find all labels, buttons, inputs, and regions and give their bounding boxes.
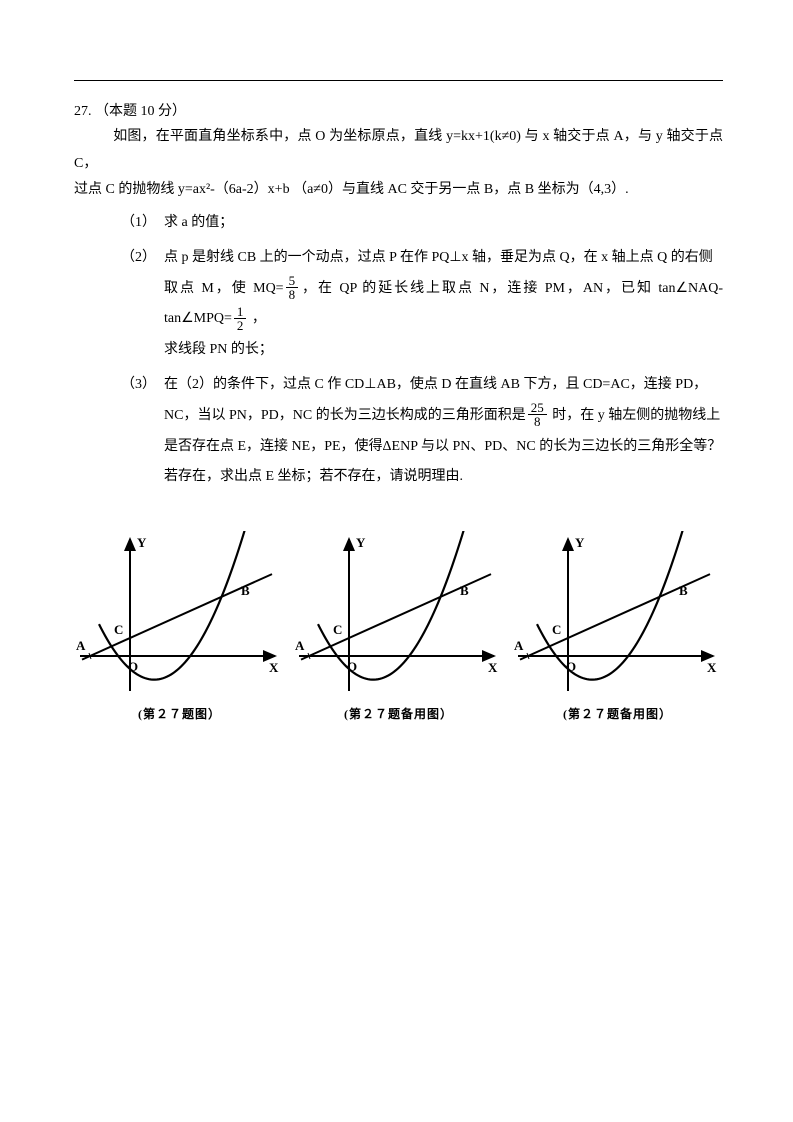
part3-line2b: 时，在 y 轴左侧的抛物线上 bbox=[549, 408, 721, 423]
svg-text:C: C bbox=[552, 622, 561, 637]
svg-text:A: A bbox=[514, 638, 524, 653]
part-3-content: 在（2）的条件下，过点 C 作 CD⊥AB，使点 D 在直线 AB 下方，且 C… bbox=[164, 370, 723, 493]
figure-1: A C O B Y X (第２７题图） bbox=[74, 531, 285, 722]
part-3-label: （3） bbox=[74, 370, 164, 493]
part-3: （3） 在（2）的条件下，过点 C 作 CD⊥AB，使点 D 在直线 AB 下方… bbox=[74, 370, 723, 493]
part2-line2a: 取点 M，使 MQ= bbox=[164, 281, 284, 296]
part2-line3: 求线段 PN 的长； bbox=[164, 342, 273, 357]
part-2: （2） 点 p 是射线 CB 上的一个动点，过点 P 在作 PQ⊥x 轴，垂足为… bbox=[74, 243, 723, 366]
fraction-5-8: 58 bbox=[286, 274, 299, 301]
figure-1-caption: (第２７题图） bbox=[74, 705, 285, 722]
svg-text:Y: Y bbox=[356, 535, 366, 550]
problem-title-row: 27. （本题 10 分） bbox=[74, 99, 723, 124]
svg-text:B: B bbox=[460, 583, 469, 598]
header-rule bbox=[74, 80, 723, 81]
graph-svg-3: A C O B Y X bbox=[513, 531, 723, 699]
svg-text:Y: Y bbox=[137, 535, 147, 550]
graph-svg-1: A C O B Y X bbox=[75, 531, 285, 699]
part3-line4: 若存在，求出点 E 坐标；若不存在，请说明理由. bbox=[164, 469, 463, 484]
svg-text:O: O bbox=[347, 659, 357, 674]
svg-text:A: A bbox=[295, 638, 305, 653]
part-2-label: （2） bbox=[74, 243, 164, 366]
part2-line1: 点 p 是射线 CB 上的一个动点，过点 P 在作 PQ⊥x 轴，垂足为点 Q，… bbox=[164, 250, 713, 265]
svg-text:Y: Y bbox=[575, 535, 585, 550]
page-content: 27. （本题 10 分） 如图，在平面直角坐标系中，点 O 为坐标原点，直线 … bbox=[0, 0, 793, 762]
fraction-25-8: 258 bbox=[528, 401, 547, 428]
figures-row: A C O B Y X (第２７题图） A C O B Y X (第２７题备用图） A C O B Y X (… bbox=[74, 531, 723, 722]
problem-number: 27 bbox=[74, 104, 88, 119]
svg-text:B: B bbox=[241, 583, 250, 598]
part-2-content: 点 p 是射线 CB 上的一个动点，过点 P 在作 PQ⊥x 轴，垂足为点 Q，… bbox=[164, 243, 723, 366]
part-1-content: 求 a 的值； bbox=[164, 208, 723, 239]
svg-text:O: O bbox=[128, 659, 138, 674]
figure-3-caption: (第２７题备用图） bbox=[512, 705, 723, 722]
fraction-1-2: 12 bbox=[234, 305, 247, 332]
part3-line3: 是否存在点 E，连接 NE，PE，使得ΔENP 与以 PN、PD、NC 的长为三… bbox=[164, 439, 721, 454]
points-label: （本题 10 分） bbox=[95, 104, 186, 119]
svg-text:C: C bbox=[114, 622, 123, 637]
graph-svg-2: A C O B Y X bbox=[294, 531, 504, 699]
svg-text:C: C bbox=[333, 622, 342, 637]
svg-text:X: X bbox=[269, 660, 279, 675]
figure-2: A C O B Y X (第２７题备用图） bbox=[293, 531, 504, 722]
svg-text:X: X bbox=[488, 660, 498, 675]
figure-2-caption: (第２７题备用图） bbox=[293, 705, 504, 722]
svg-text:X: X bbox=[707, 660, 717, 675]
svg-text:A: A bbox=[76, 638, 86, 653]
figure-3: A C O B Y X (第２７题备用图） bbox=[512, 531, 723, 722]
part-1-label: （1） bbox=[74, 208, 164, 239]
part-1: （1） 求 a 的值； bbox=[74, 208, 723, 239]
svg-text:O: O bbox=[566, 659, 576, 674]
intro-line1: 如图，在平面直角坐标系中，点 O 为坐标原点，直线 y=kx+1(k≠0) 与 … bbox=[74, 124, 723, 177]
part2-line2c: ， bbox=[248, 311, 266, 326]
svg-text:B: B bbox=[679, 583, 688, 598]
part3-line1: 在（2）的条件下，过点 C 作 CD⊥AB，使点 D 在直线 AB 下方，且 C… bbox=[164, 377, 707, 392]
intro-line2: 过点 C 的抛物线 y=ax²-（6a-2）x+b （a≠0）与直线 AC 交于… bbox=[74, 177, 723, 204]
part3-line2a: NC，当以 PN，PD，NC 的长为三边长构成的三角形面积是 bbox=[164, 408, 526, 423]
